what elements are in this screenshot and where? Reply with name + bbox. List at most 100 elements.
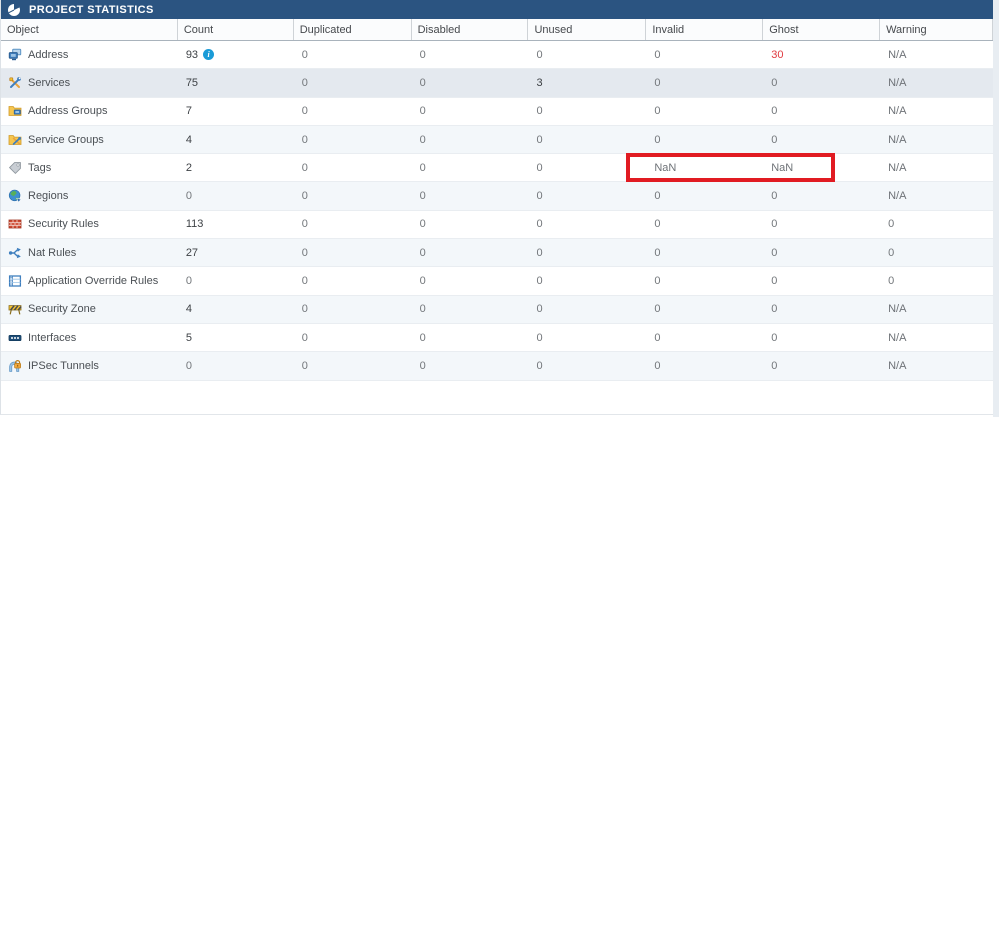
cell-ghost: 0 xyxy=(763,332,880,344)
cell-disabled: 0 xyxy=(412,332,529,344)
cell-duplicated: 0 xyxy=(294,190,412,202)
cell-count: 5 xyxy=(178,332,294,344)
cell-unused: 0 xyxy=(528,105,646,117)
cell-object: Security Rules xyxy=(1,217,178,231)
cell-value: N/A xyxy=(888,303,907,316)
cell-disabled: 0 xyxy=(412,247,529,259)
cell-value: 0 xyxy=(301,161,308,174)
cell-duplicated: 0 xyxy=(294,247,412,259)
cell-value: 4 xyxy=(185,133,192,146)
cell-warning: N/A xyxy=(880,190,993,202)
cell-count: 93 i xyxy=(178,49,294,61)
cell-value: 0 xyxy=(419,105,426,118)
cell-value: 0 xyxy=(419,76,426,89)
cell-unused: 0 xyxy=(528,303,646,315)
cell-value: 0 xyxy=(536,133,543,146)
info-icon[interactable]: i xyxy=(203,49,215,61)
column-header-object[interactable]: Object xyxy=(1,19,178,40)
cell-count: 4 xyxy=(178,303,294,315)
tags-icon xyxy=(8,161,22,175)
cell-value: 0 xyxy=(419,161,426,174)
cell-ghost: 0 xyxy=(763,105,880,117)
cell-value: 0 xyxy=(771,359,778,372)
vertical-scrollbar[interactable] xyxy=(993,0,999,417)
column-header-duplicated[interactable]: Duplicated xyxy=(294,19,412,40)
cell-value: 0 xyxy=(185,359,192,372)
cell-value: NaN xyxy=(771,161,794,174)
cell-unused: 0 xyxy=(528,162,646,174)
cell-invalid: 0 xyxy=(646,105,763,117)
row-label: Security Zone xyxy=(28,303,96,316)
cell-count: 0 xyxy=(178,275,294,287)
column-header-ghost[interactable]: Ghost xyxy=(763,19,881,40)
cell-disabled: 0 xyxy=(412,162,529,174)
row-label: Address Groups xyxy=(28,105,108,118)
row-label: Regions xyxy=(28,190,69,203)
table-row-application-override-rules[interactable]: Application Override Rules 0 0 0 0 0 0 0 xyxy=(1,267,993,296)
cell-value: 0 xyxy=(771,133,778,146)
cell-warning: N/A xyxy=(880,162,993,174)
table-row-regions[interactable]: Regions 0 0 0 0 0 0 N/A xyxy=(1,182,993,211)
cell-invalid: 0 xyxy=(646,360,763,372)
cell-object: Tags xyxy=(1,161,178,175)
table-row-security-zone[interactable]: Security Zone 4 0 0 0 0 0 N/A xyxy=(1,295,993,324)
cell-value: 0 xyxy=(419,133,426,146)
cell-object: Security Zone xyxy=(1,302,178,316)
column-header-count[interactable]: Count xyxy=(178,19,294,40)
table-row-nat-rules[interactable]: Nat Rules 27 0 0 0 0 0 0 xyxy=(1,239,993,268)
cell-value: 0 xyxy=(654,246,661,259)
cell-count: 7 xyxy=(178,105,294,117)
cell-value: 0 xyxy=(771,218,778,231)
cell-value: 0 xyxy=(301,48,308,61)
column-header-invalid[interactable]: Invalid xyxy=(646,19,764,40)
cell-value: 0 xyxy=(771,190,778,203)
cell-value: 0 xyxy=(419,303,426,316)
cell-value: NaN xyxy=(654,161,677,174)
row-label: Tags xyxy=(28,161,52,174)
cell-value: 0 xyxy=(536,275,543,288)
cell-value: 75 xyxy=(185,76,199,89)
table-row-services[interactable]: Services 75 0 0 3 0 0 N/A xyxy=(1,69,993,98)
column-header-unused[interactable]: Unused xyxy=(528,19,647,40)
cell-value: 0 xyxy=(185,190,192,203)
cell-invalid: 0 xyxy=(646,218,763,230)
table-row-address-groups[interactable]: Address Groups 7 0 0 0 0 0 N/A xyxy=(1,97,993,126)
cell-value: 0 xyxy=(654,303,661,316)
cell-value: 0 xyxy=(888,275,895,288)
cell-duplicated: 0 xyxy=(294,303,412,315)
cell-disabled: 0 xyxy=(412,77,529,89)
cell-duplicated: 0 xyxy=(294,105,412,117)
cell-unused: 0 xyxy=(528,332,646,344)
table-row-service-groups[interactable]: Service Groups 4 0 0 0 0 0 N/A xyxy=(1,125,993,155)
column-header-disabled[interactable]: Disabled xyxy=(412,19,529,40)
row-label: Nat Rules xyxy=(28,246,77,259)
cell-invalid: 0 xyxy=(646,77,763,89)
column-header-warning[interactable]: Warning xyxy=(880,19,993,40)
table-row-ipsec-tunnels[interactable]: IPSec Tunnels 0 0 0 0 0 0 N/A xyxy=(1,352,993,381)
cell-warning: N/A xyxy=(880,134,993,146)
cell-disabled: 0 xyxy=(412,134,529,146)
row-label: IPSec Tunnels xyxy=(28,359,99,372)
cell-value: 0 xyxy=(536,161,543,174)
cell-invalid: 0 xyxy=(646,275,763,287)
statistics-table: Object Count Duplicated Disabled Unused Inval… xyxy=(1,19,993,381)
cell-duplicated: 0 xyxy=(294,332,412,344)
cell-value: 3 xyxy=(536,76,543,89)
cell-warning: N/A xyxy=(880,360,993,372)
cell-value: 0 xyxy=(654,275,661,288)
interfaces-icon xyxy=(8,331,22,345)
table-row-interfaces[interactable]: Interfaces 5 0 0 0 0 0 N/A xyxy=(1,323,993,353)
table-row-address[interactable]: Address 93 i 0 0 0 0 30 N/A xyxy=(1,41,993,70)
cell-ghost: NaN xyxy=(763,162,880,174)
address-icon xyxy=(8,48,22,62)
cell-disabled: 0 xyxy=(412,218,529,230)
cell-value: 4 xyxy=(185,303,192,316)
cell-unused: 0 xyxy=(528,247,646,259)
table-row-security-rules[interactable]: Security Rules 113 0 0 0 0 0 0 xyxy=(1,210,993,240)
cell-warning: N/A xyxy=(880,105,993,117)
cell-warning: N/A xyxy=(880,303,993,315)
cell-count: 4 xyxy=(178,134,294,146)
table-row-tags[interactable]: Tags 2 0 0 0 NaN NaN N/A xyxy=(1,154,993,183)
cell-invalid: 0 xyxy=(646,190,763,202)
cell-value: 113 xyxy=(185,218,204,231)
